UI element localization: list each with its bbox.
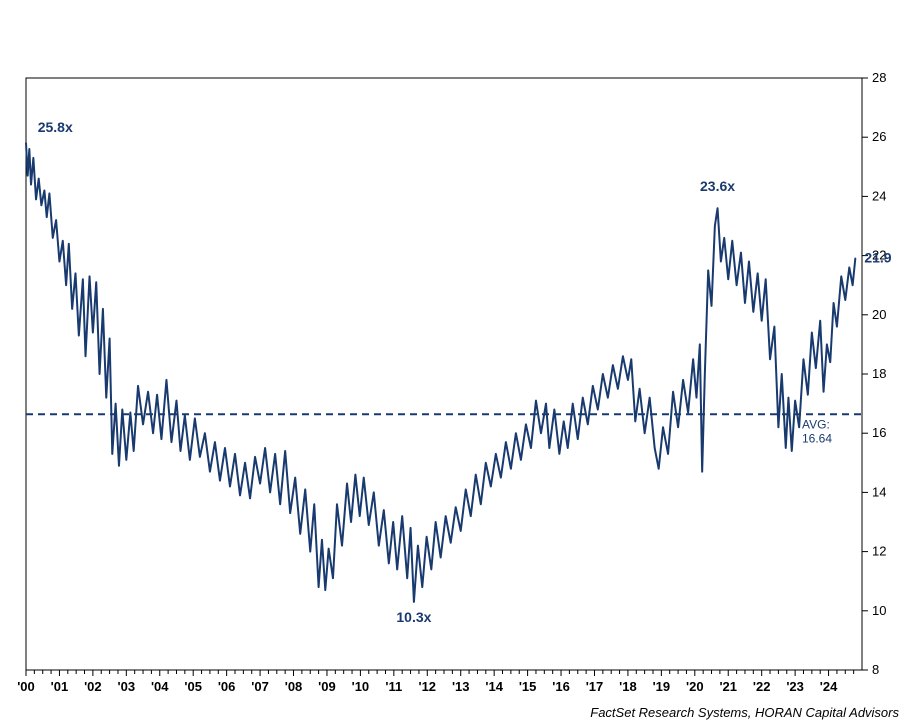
svg-text:20: 20 xyxy=(872,307,886,322)
svg-text:'17: '17 xyxy=(586,679,604,694)
svg-text:'10: '10 xyxy=(352,679,370,694)
svg-text:'22: '22 xyxy=(753,679,771,694)
svg-text:23.6x: 23.6x xyxy=(700,178,735,194)
svg-text:'00: '00 xyxy=(17,679,35,694)
chart-container: S&P 500 Index Forward P/E Ratio Since 12… xyxy=(0,0,905,724)
svg-text:'01: '01 xyxy=(51,679,69,694)
svg-text:10.3x: 10.3x xyxy=(396,609,431,625)
svg-text:'02: '02 xyxy=(84,679,102,694)
svg-text:12: 12 xyxy=(872,544,886,559)
line-chart: 810121416182022242628'00'01'02'03'04'05'… xyxy=(0,0,905,724)
svg-text:25.8x: 25.8x xyxy=(38,119,73,135)
svg-text:8: 8 xyxy=(872,662,879,677)
svg-text:18: 18 xyxy=(872,366,886,381)
svg-text:26: 26 xyxy=(872,129,886,144)
svg-text:'03: '03 xyxy=(118,679,136,694)
svg-text:'04: '04 xyxy=(151,679,169,694)
svg-text:'23: '23 xyxy=(786,679,804,694)
svg-text:'19: '19 xyxy=(653,679,671,694)
source-note: FactSet Research Systems, HORAN Capital … xyxy=(590,705,899,720)
svg-text:'16: '16 xyxy=(552,679,570,694)
svg-text:AVG:: AVG: xyxy=(802,417,830,431)
svg-text:24: 24 xyxy=(872,188,886,203)
svg-text:'24: '24 xyxy=(820,679,838,694)
svg-text:'05: '05 xyxy=(184,679,202,694)
svg-text:'09: '09 xyxy=(318,679,336,694)
svg-text:'18: '18 xyxy=(619,679,637,694)
svg-text:10: 10 xyxy=(872,603,886,618)
svg-text:'15: '15 xyxy=(519,679,537,694)
svg-text:16: 16 xyxy=(872,425,886,440)
svg-text:16.64: 16.64 xyxy=(802,431,832,445)
svg-text:'08: '08 xyxy=(285,679,303,694)
svg-text:'14: '14 xyxy=(485,679,503,694)
svg-text:'20: '20 xyxy=(686,679,704,694)
svg-text:'13: '13 xyxy=(452,679,470,694)
svg-text:'12: '12 xyxy=(418,679,436,694)
svg-text:21.9: 21.9 xyxy=(864,249,891,265)
svg-text:'07: '07 xyxy=(251,679,269,694)
svg-text:28: 28 xyxy=(872,70,886,85)
svg-text:14: 14 xyxy=(872,484,886,499)
svg-text:'21: '21 xyxy=(719,679,737,694)
svg-text:'11: '11 xyxy=(385,679,402,694)
svg-text:'06: '06 xyxy=(218,679,236,694)
